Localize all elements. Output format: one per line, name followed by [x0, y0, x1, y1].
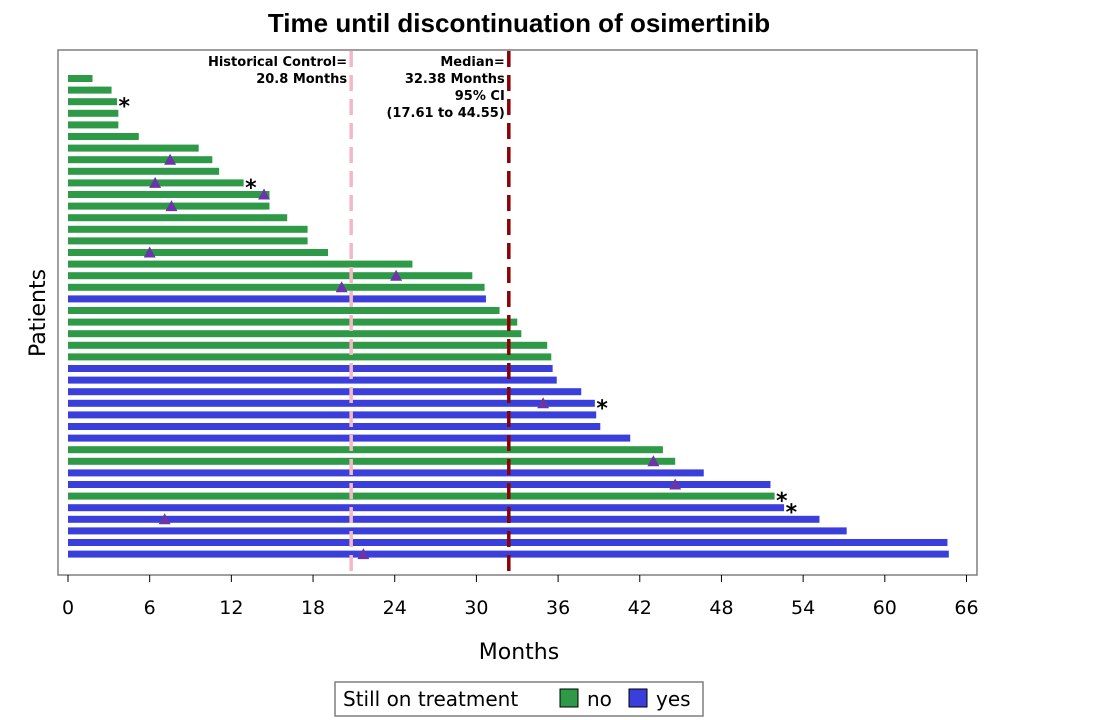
reference-label-2-line-1: Median=	[440, 55, 504, 70]
chart-title: Time until discontinuation of osimertini…	[268, 8, 770, 38]
x-tick-label-48: 48	[709, 597, 733, 619]
x-tick-label-12: 12	[219, 597, 243, 619]
bar-16-no	[68, 249, 329, 256]
bar-38-yes	[68, 504, 785, 512]
bar-34-no	[68, 457, 676, 465]
reference-label-1-line-1: Historical Control=	[208, 55, 347, 70]
legend-swatch-no	[559, 688, 579, 708]
x-tick-label-6: 6	[144, 597, 156, 619]
bar-32-yes	[68, 434, 631, 442]
triangle-marker-18	[390, 269, 403, 281]
x-tick-label-36: 36	[546, 597, 570, 619]
triangle-marker-36	[669, 478, 682, 490]
bar-13-no	[68, 214, 288, 222]
y-axis-label: Patients	[26, 269, 51, 357]
bar-3-no	[68, 98, 118, 106]
legend-title: Still on treatment	[343, 687, 518, 711]
x-tick-label-24: 24	[383, 597, 407, 619]
x-tick-label-66: 66	[954, 597, 978, 619]
bar-17-no	[68, 260, 413, 268]
bar-26-yes	[68, 365, 553, 372]
bar-18-no	[68, 272, 473, 280]
bar-14-no	[68, 225, 308, 233]
bar-36-yes	[68, 481, 771, 488]
bar-31-yes	[68, 423, 601, 430]
bar-15-no	[68, 237, 308, 245]
asterisk-marker-38: *	[786, 501, 798, 526]
bar-28-yes	[68, 388, 582, 396]
bar-20-yes	[68, 295, 486, 303]
legend-label-no: no	[587, 687, 612, 711]
triangle-marker-19	[335, 281, 348, 293]
bar-8-no	[68, 156, 213, 164]
bar-40-yes	[68, 527, 847, 535]
bar-42-yes	[68, 550, 949, 558]
triangle-marker-12	[165, 200, 178, 212]
x-axis: 0 6 12 18 24 30 36 42 48 54 60 66	[62, 575, 979, 619]
bar-21-no	[68, 307, 500, 314]
triangle-marker-11	[258, 188, 271, 200]
bars-group	[68, 75, 949, 558]
bar-37-no	[68, 492, 775, 500]
triangle-marker-10	[149, 176, 162, 188]
asterisk-marker-37: *	[776, 489, 788, 514]
bar-5-no	[68, 121, 119, 129]
bar-2-no	[68, 86, 112, 94]
bar-25-no	[68, 353, 552, 361]
triangle-marker-8	[164, 153, 177, 165]
reference-label-2-line-2: 32.38 Months	[405, 72, 505, 87]
legend: Still on treatment no yes	[334, 681, 704, 717]
reference-label-1-line-2: 20.8 Months	[256, 72, 347, 87]
reference-label-2-line-4: (17.61 to 44.55)	[386, 106, 504, 121]
triangle-marker-42	[357, 548, 370, 560]
bar-35-yes	[68, 469, 704, 477]
x-tick-label-42: 42	[628, 597, 652, 619]
legend-label-yes: yes	[656, 687, 691, 711]
bar-24-no	[68, 341, 548, 349]
asterisk-marker-10: *	[245, 176, 257, 201]
x-tick-label-30: 30	[464, 597, 488, 619]
bar-11-no	[68, 191, 270, 198]
x-tick-label-18: 18	[301, 597, 325, 619]
bar-30-yes	[68, 411, 597, 419]
bar-6-no	[68, 133, 139, 140]
bar-22-no	[68, 318, 518, 326]
x-tick-label-0: 0	[62, 597, 74, 619]
bar-19-no	[68, 283, 485, 291]
bar-29-yes	[68, 399, 595, 407]
reference-lines-group: Historical Control= 20.8 Months Median= 32.…	[208, 51, 511, 574]
bar-1-no	[68, 75, 93, 82]
triangle-marker-39	[158, 513, 171, 525]
bar-4-no	[68, 109, 119, 117]
triangle-marker-29	[537, 397, 550, 409]
x-tick-label-54: 54	[791, 597, 815, 619]
triangle-marker-16	[143, 246, 156, 258]
legend-swatch-yes	[628, 688, 648, 708]
asterisk-marker-3: *	[119, 95, 131, 120]
bar-27-yes	[68, 376, 557, 384]
asterisk-marker-29: *	[596, 396, 608, 421]
markers-group: *****	[119, 95, 798, 560]
reference-label-2-line-3: 95% CI	[455, 89, 505, 104]
x-axis-label: Months	[479, 640, 559, 665]
x-tick-label-60: 60	[873, 597, 897, 619]
bar-9-no	[68, 167, 220, 175]
bar-23-no	[68, 330, 522, 338]
bar-39-yes	[68, 515, 820, 523]
bar-7-no	[68, 144, 199, 152]
triangle-marker-34	[647, 455, 660, 467]
bar-33-no	[68, 446, 663, 454]
